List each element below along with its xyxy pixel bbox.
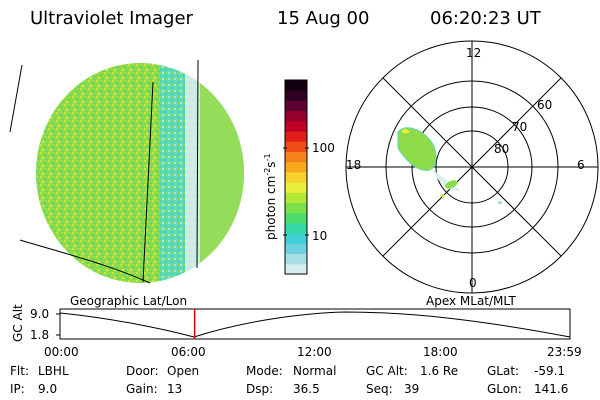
glon-label: GLon: xyxy=(487,382,522,396)
color-scale-cell xyxy=(285,120,307,132)
color-scale-cell xyxy=(285,263,307,275)
color-scale-cells xyxy=(285,80,307,275)
color-scale-cell xyxy=(285,202,307,214)
colorbar-tick-10: 10 xyxy=(312,229,328,243)
color-scale-cell xyxy=(285,80,307,91)
gain-label: Gain: xyxy=(126,382,158,396)
grid-line xyxy=(9,64,23,133)
mlt-label-6: 6 xyxy=(577,158,585,172)
ip-label: IP: xyxy=(10,382,25,396)
instrument-title: Ultraviolet Imager xyxy=(30,8,193,29)
aurora-region xyxy=(402,128,410,134)
glat-value: -59.1 xyxy=(534,364,566,378)
color-scale-cell xyxy=(285,253,307,265)
gain-value: 13 xyxy=(167,382,183,396)
seq-label: Seq: xyxy=(366,382,393,396)
geographic-caption: Geographic Lat/Lon xyxy=(70,294,188,308)
color-scale-cell xyxy=(285,182,307,193)
color-scale-cell xyxy=(285,90,307,101)
color-scale-cell xyxy=(285,192,307,204)
dsp-value: 36.5 xyxy=(293,382,320,396)
color-scale-cell xyxy=(285,222,307,234)
color-scale-cell xyxy=(285,171,307,183)
aurora-region xyxy=(440,194,445,198)
altitude-curve xyxy=(59,311,571,338)
color-scale-cell xyxy=(285,161,307,173)
apex-caption: Apex MLat/MLT xyxy=(426,294,516,308)
color-scale-cell xyxy=(285,110,307,122)
timeline-xtick-1800: 18:00 xyxy=(423,345,458,359)
flt-value: LBHL xyxy=(38,364,69,378)
mode-value: Normal xyxy=(293,364,337,378)
time-text: 06:20:23 UT xyxy=(430,8,541,29)
color-scale-cell xyxy=(285,233,307,244)
color-scale-cell xyxy=(285,100,307,112)
door-value: Open xyxy=(167,364,200,378)
seq-value: 39 xyxy=(404,382,420,396)
color-scale-cell xyxy=(285,141,307,152)
timeline-ylabel: GC Alt xyxy=(11,304,25,342)
grid-line xyxy=(142,81,154,283)
color-scale-cell xyxy=(285,243,307,255)
color-scale-cell xyxy=(285,212,307,224)
timeline-xtick-0000: 00:00 xyxy=(44,345,79,359)
glon-value: 141.6 xyxy=(534,382,569,396)
timeline-ytick-9: 9.0 xyxy=(30,307,50,321)
lat-label-70: 70 xyxy=(512,120,528,134)
timeline-xtick-0600: 06:00 xyxy=(171,345,206,359)
door-label: Door: xyxy=(126,364,159,378)
lat-label-60: 60 xyxy=(537,98,553,112)
colorbar-tick-100: 100 xyxy=(312,141,335,155)
timeline-xtick-1200: 12:00 xyxy=(297,345,332,359)
mlt-label-0: 0 xyxy=(469,276,477,290)
aurora-region xyxy=(445,180,458,189)
date-text: 15 Aug 00 xyxy=(277,8,370,29)
grid-line xyxy=(196,59,199,269)
mlt-label-18: 18 xyxy=(346,158,362,172)
mlt-label-12: 12 xyxy=(466,46,482,60)
flt-label: Flt: xyxy=(10,364,29,378)
color-scale-cell xyxy=(285,131,307,142)
mode-label: Mode: xyxy=(246,364,283,378)
lat-label-80: 80 xyxy=(494,142,510,156)
timeline-ytick-1-8: 1.8 xyxy=(30,328,50,342)
glat-label: GLat: xyxy=(487,364,520,378)
timeline-xtick-2359: 23:59 xyxy=(547,345,582,359)
gcalt-label: GC Alt: xyxy=(366,364,408,378)
gcalt-value: 1.6 Re xyxy=(420,364,459,378)
aurora-region xyxy=(397,127,437,171)
color-scale-cell xyxy=(285,151,307,163)
ip-value: 9.0 xyxy=(38,382,58,396)
dsp-label: Dsp: xyxy=(246,382,274,396)
grid-line xyxy=(19,239,151,284)
